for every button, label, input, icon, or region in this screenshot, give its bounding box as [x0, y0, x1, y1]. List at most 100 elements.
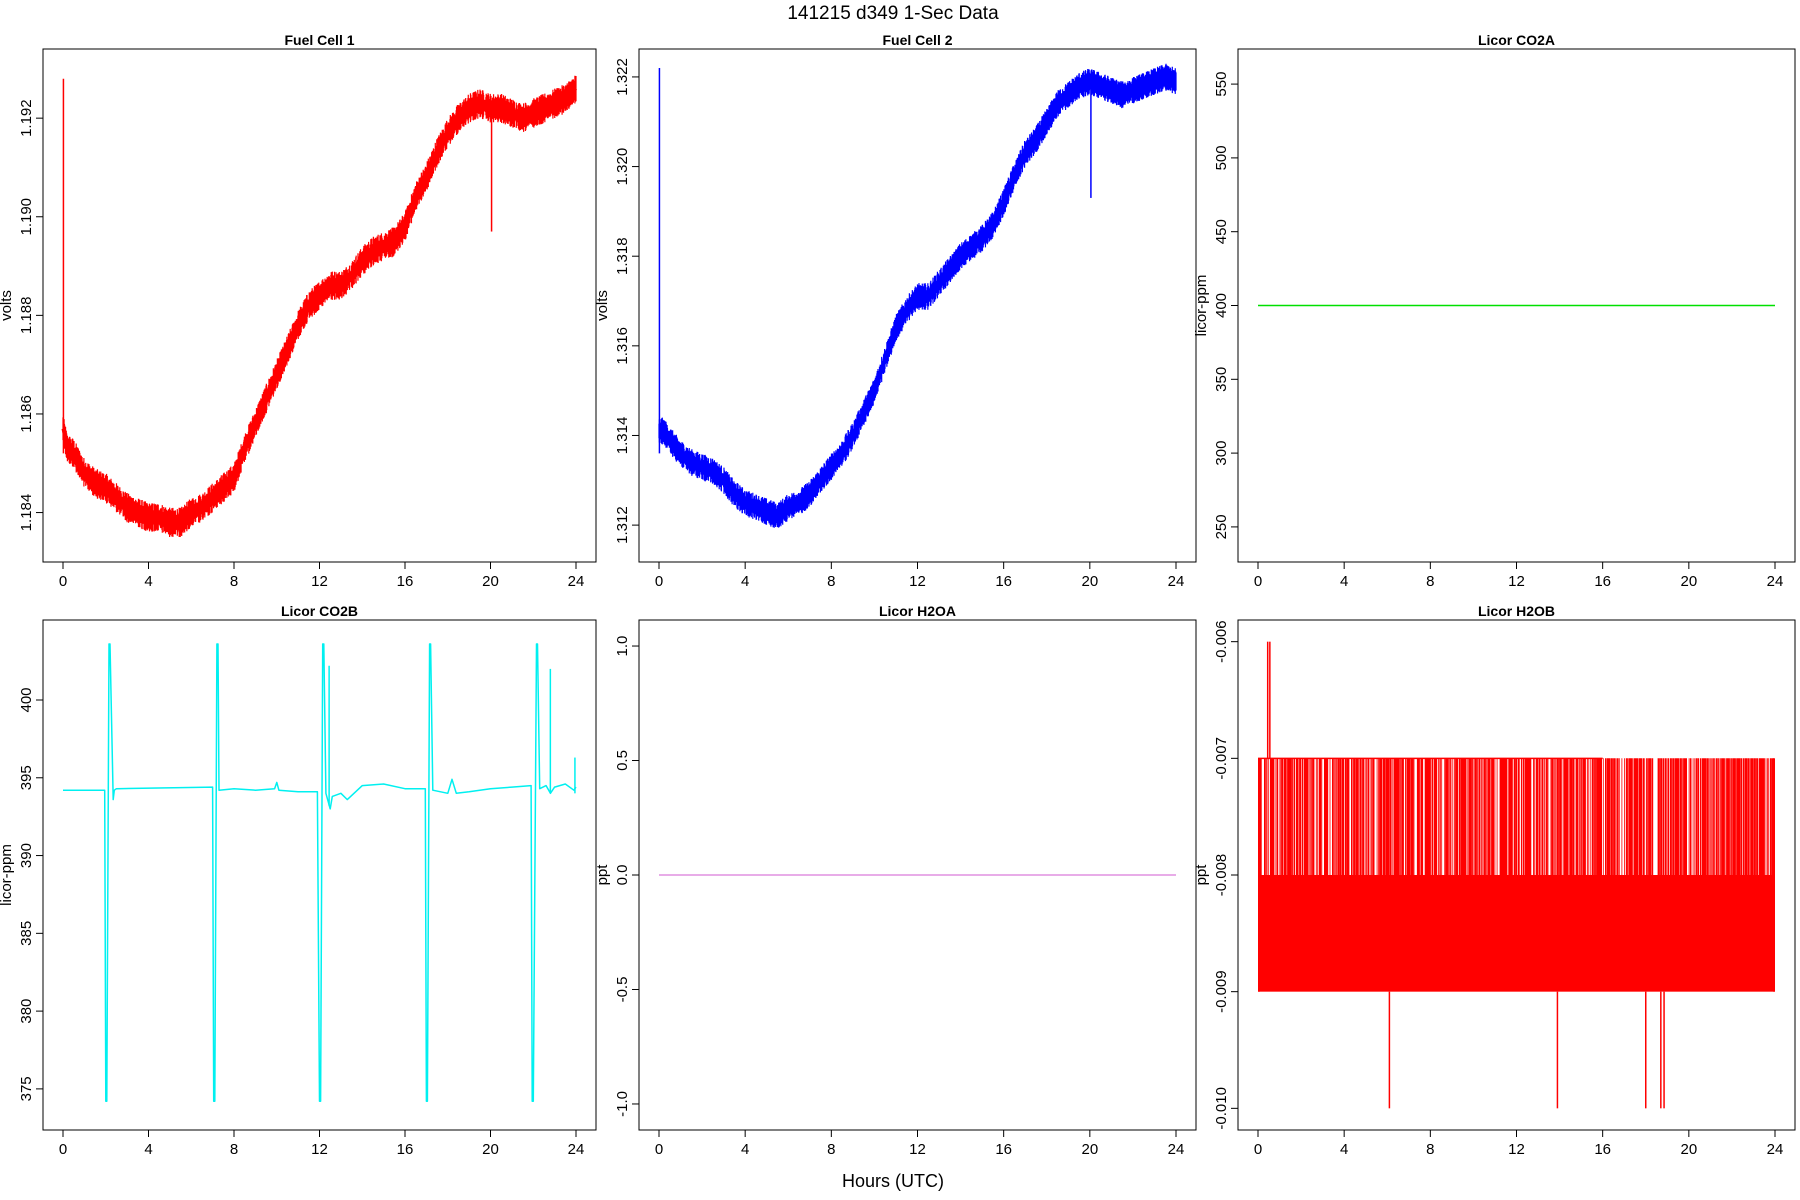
- x-tick-label: 12: [909, 573, 926, 590]
- y-tick-label: 450: [1213, 219, 1230, 244]
- series-line: [61, 87, 578, 524]
- series-toggle-lines: [1258, 758, 1775, 875]
- x-tick-label: 20: [1680, 573, 1697, 590]
- y-tick-label: -0.5: [614, 977, 631, 1003]
- x-tick-label: 8: [230, 1141, 238, 1158]
- x-tick-label: 8: [1426, 573, 1434, 590]
- series-edge: [1258, 758, 1260, 992]
- panels: Fuel Cell 1 volts 0 4 8 12 16 20 24 1.184 1.186 1.1…: [0, 32, 1796, 1158]
- y-tick-label: 1.312: [614, 506, 631, 544]
- x-tick-label: 24: [1168, 573, 1185, 590]
- y-axis-label: licor-ppm: [1193, 275, 1210, 337]
- y-tick-label: 500: [1213, 145, 1230, 170]
- x-tick-label: 4: [1340, 573, 1348, 590]
- y-tick-label: -0.006: [1213, 620, 1230, 663]
- x-tick-label: 12: [1508, 573, 1525, 590]
- y-axis-label: licor-ppm: [0, 844, 15, 906]
- y-tick-label: 0.0: [614, 865, 631, 886]
- panel-5: Licor H2OA ppt 0 4 8 12 16 20 24 -1.0 -0.5 0.0 0.5 1.…: [594, 603, 1197, 1158]
- x-tick-label: 12: [311, 573, 328, 590]
- x-tick-label: 8: [230, 573, 238, 590]
- x-tick-label: 20: [1081, 573, 1098, 590]
- x-tick-label: 0: [1254, 573, 1262, 590]
- x-tick-label: 24: [568, 1141, 585, 1158]
- y-axis-label: ppt: [1193, 864, 1210, 886]
- panel-4: Licor CO2B licor-ppm 0 4 8 12 16 20 24 375 380 385 3…: [0, 603, 597, 1158]
- x-tick-label: 12: [311, 1141, 328, 1158]
- y-axis-label: volts: [594, 290, 611, 321]
- y-tick-label: 390: [18, 843, 35, 868]
- y-tick-label: -0.009: [1213, 970, 1230, 1013]
- y-tick-label: 375: [18, 1076, 35, 1101]
- y-tick-label: 1.320: [614, 148, 631, 186]
- y-tick-label: 550: [1213, 72, 1230, 97]
- x-tick-label: 16: [1594, 1141, 1611, 1158]
- y-tick-label: -1.0: [614, 1091, 631, 1117]
- x-tick-label: 0: [59, 573, 67, 590]
- y-tick-label: 385: [18, 921, 35, 946]
- x-tick-label: 16: [1594, 573, 1611, 590]
- x-tick-label: 4: [144, 1141, 152, 1158]
- x-tick-label: 24: [1767, 573, 1784, 590]
- y-tick-label: 400: [1213, 293, 1230, 318]
- series-fill-band: [1258, 875, 1775, 992]
- y-tick-label: 1.190: [18, 198, 35, 236]
- x-tick-label: 16: [995, 573, 1012, 590]
- y-tick-label: 1.314: [614, 417, 631, 455]
- x-tick-label: 0: [59, 1141, 67, 1158]
- x-tick-label: 0: [655, 573, 663, 590]
- panel-2: Fuel Cell 2 volts 0 4 8 12 16 20 24 1.312 1.314 1.3…: [594, 32, 1197, 590]
- y-tick-label: -0.010: [1213, 1087, 1230, 1130]
- panel-6: Licor H2OB ppt 0 4 8 12 16 20 24 -0.010 -0.009 -0.0…: [1193, 603, 1796, 1158]
- x-tick-label: 20: [482, 573, 499, 590]
- x-tick-label: 0: [655, 1141, 663, 1158]
- y-tick-label: 395: [18, 765, 35, 790]
- x-tick-label: 8: [1426, 1141, 1434, 1158]
- y-tick-label: 1.186: [18, 395, 35, 433]
- x-tick-label: 4: [741, 573, 749, 590]
- y-tick-label: 1.192: [18, 99, 35, 137]
- y-tick-label: 380: [18, 999, 35, 1024]
- y-tick-label: 350: [1213, 367, 1230, 392]
- x-tick-label: 12: [1508, 1141, 1525, 1158]
- y-tick-label: 1.0: [614, 636, 631, 657]
- y-tick-label: 1.188: [18, 297, 35, 335]
- global-x-axis-label: Hours (UTC): [842, 1171, 944, 1191]
- y-tick-label: 400: [18, 687, 35, 712]
- y-tick-label: -0.007: [1213, 737, 1230, 780]
- series-noise-band: [62, 75, 577, 537]
- page-title: 141215 d349 1-Sec Data: [787, 3, 999, 24]
- y-axis-label: volts: [0, 290, 15, 321]
- y-tick-label: 1.318: [614, 237, 631, 275]
- x-tick-label: 24: [568, 573, 585, 590]
- x-tick-label: 4: [1340, 1141, 1348, 1158]
- y-tick-label: 250: [1213, 514, 1230, 539]
- panel-title: Licor H2OB: [1478, 603, 1555, 619]
- y-tick-label: 1.322: [614, 58, 631, 96]
- y-tick-label: 1.316: [614, 327, 631, 365]
- y-tick-label: 1.184: [18, 494, 35, 532]
- x-tick-label: 0: [1254, 1141, 1262, 1158]
- y-axis-label: ppt: [594, 864, 611, 886]
- panel-title: Licor CO2A: [1478, 32, 1555, 48]
- series-line: [659, 75, 1177, 518]
- panel-title: Fuel Cell 2: [882, 32, 952, 48]
- x-tick-label: 4: [144, 573, 152, 590]
- x-tick-label: 16: [397, 1141, 414, 1158]
- x-tick-label: 20: [1081, 1141, 1098, 1158]
- panel-title: Fuel Cell 1: [284, 32, 354, 48]
- x-tick-label: 8: [827, 1141, 835, 1158]
- series-edge: [1773, 758, 1775, 992]
- x-tick-label: 20: [482, 1141, 499, 1158]
- x-tick-label: 20: [1680, 1141, 1697, 1158]
- x-tick-label: 24: [1767, 1141, 1784, 1158]
- panel-1: Fuel Cell 1 volts 0 4 8 12 16 20 24 1.184 1.186 1.1…: [0, 32, 597, 590]
- y-tick-label: 0.5: [614, 750, 631, 771]
- x-tick-label: 16: [397, 573, 414, 590]
- x-tick-label: 16: [995, 1141, 1012, 1158]
- x-tick-label: 4: [741, 1141, 749, 1158]
- panel-title: Licor H2OA: [879, 603, 956, 619]
- panel-3: Licor CO2A licor-ppm 0 4 8 12 16 20 24 250 300 350 4…: [1193, 32, 1796, 590]
- x-tick-label: 8: [827, 573, 835, 590]
